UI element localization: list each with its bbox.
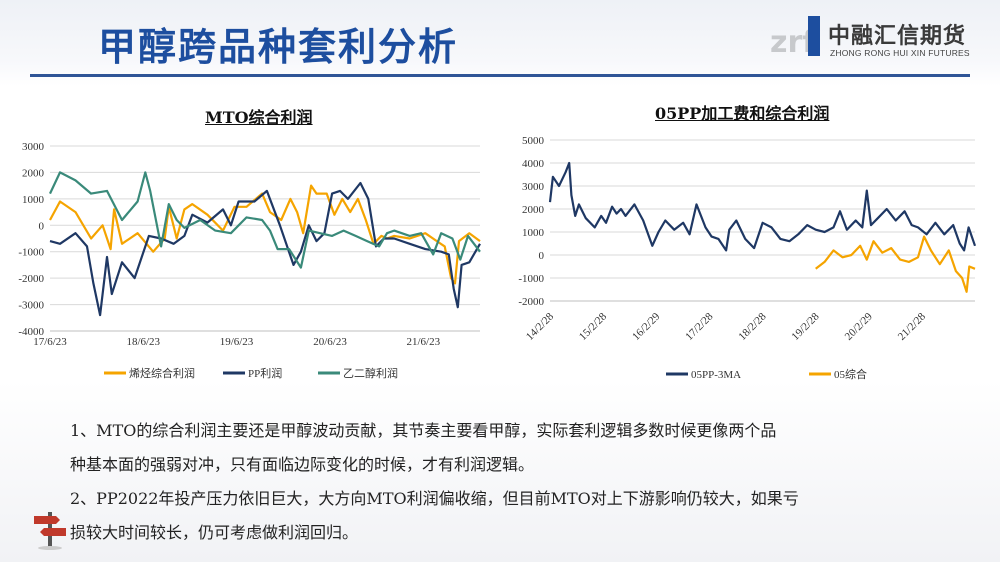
chart-title-05pp: 05PP加工费和综合利润 xyxy=(655,104,830,123)
x-tick-label: 16/2/29 xyxy=(630,310,663,343)
y-tick-label: -1000 xyxy=(18,247,44,259)
y-tick-label: -2000 xyxy=(518,296,544,308)
note-line-1: 1、MTO的综合利润主要还是甲醇波动贡献，其节奏主要看甲醇，实际套利逻辑多数时候… xyxy=(70,421,777,440)
legend-label: 05PP-3MA xyxy=(691,369,741,381)
x-tick-label: 19/6/23 xyxy=(220,336,254,348)
series-line-1 xyxy=(815,235,976,293)
legend-label: 烯烃综合利润 xyxy=(129,366,195,380)
header-background xyxy=(0,0,1000,86)
y-tick-label: 0 xyxy=(39,220,45,232)
logo-f-bar xyxy=(808,16,820,56)
x-tick-label: 19/2/28 xyxy=(789,310,822,343)
legend-label: PP利润 xyxy=(248,366,282,380)
y-tick-label: -1000 xyxy=(518,273,544,285)
series-line-0 xyxy=(548,161,977,252)
x-tick-label: 15/2/28 xyxy=(577,310,610,343)
x-tick-label: 14/2/28 xyxy=(524,310,557,343)
legend-label: 05综合 xyxy=(834,367,867,381)
x-tick-label: 17/6/23 xyxy=(33,336,67,348)
y-tick-label: 5000 xyxy=(522,135,545,147)
y-tick-label: 2000 xyxy=(522,204,545,216)
logo-chinese-name: 中融汇信期货 xyxy=(828,24,967,49)
series-line-1 xyxy=(49,181,481,317)
y-tick-label: 3000 xyxy=(522,181,545,193)
logo-english-name: ZHONG RONG HUI XIN FUTURES xyxy=(830,48,970,58)
pp-processing-fee-chart: 5000 4000 3000 2000 1000 0 -1000 -2000 14/2/28 15… xyxy=(518,135,977,381)
company-logo: zrf 中融汇信期货 ZHONG RONG HUI XIN FUTURES xyxy=(770,12,980,68)
x-tick-label: 17/2/28 xyxy=(683,310,716,343)
page-title: 甲醇跨品种套利分析 xyxy=(98,25,459,69)
y-tick-label: 4000 xyxy=(522,158,545,170)
series-line-0 xyxy=(49,184,481,285)
x-tick-label: 21/2/28 xyxy=(896,310,929,343)
y-tick-label: 0 xyxy=(539,250,545,262)
x-tick-label: 20/2/29 xyxy=(843,310,876,343)
legend-label: 乙二醇利润 xyxy=(343,366,398,380)
mto-profit-chart: 3000 2000 1000 0 -1000 -2000 -3000 -400017/6/23… xyxy=(18,141,481,380)
title-divider xyxy=(30,74,970,77)
y-tick-label: 1000 xyxy=(22,194,45,206)
note-line-3: 2、PP2022年投产压力依旧巨大，大方向MTO利润偏收缩，但目前MTO对上下游… xyxy=(70,489,799,508)
x-tick-label: 18/2/28 xyxy=(736,310,769,343)
y-tick-label: 1000 xyxy=(522,227,545,239)
logo-mark-icon: zrf xyxy=(770,16,820,60)
y-tick-label: 2000 xyxy=(22,167,45,179)
x-tick-label: 18/6/23 xyxy=(126,336,160,348)
note-line-2: 种基本面的强弱对冲，只有面临边际变化的时候，才有利润逻辑。 xyxy=(70,455,535,474)
chart-title-mto: MTO综合利润 xyxy=(205,108,313,127)
y-tick-label: -2000 xyxy=(18,273,44,285)
x-tick-label: 21/6/23 xyxy=(406,336,440,348)
x-tick-label: 20/6/23 xyxy=(313,336,347,348)
y-tick-label: -3000 xyxy=(18,300,44,312)
footer-background xyxy=(0,380,1000,562)
series-line-2 xyxy=(49,171,481,269)
y-tick-label: -4000 xyxy=(18,326,44,338)
y-tick-label: 3000 xyxy=(22,141,45,153)
note-line-4: 损较大时间较长，仍可考虑做利润回归。 xyxy=(70,523,359,542)
signpost-icon xyxy=(34,512,66,550)
